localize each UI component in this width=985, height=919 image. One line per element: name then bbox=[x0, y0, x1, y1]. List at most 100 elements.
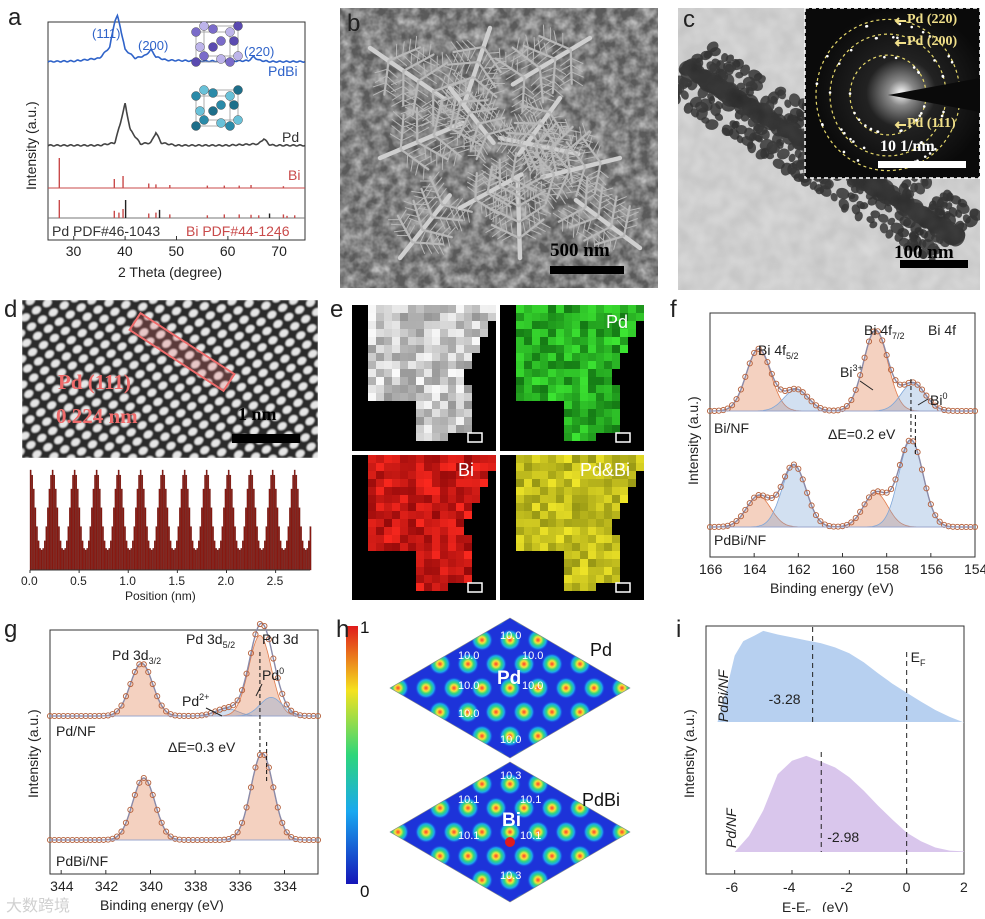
map-pixel bbox=[588, 455, 596, 463]
dendrite-branch bbox=[402, 41, 405, 56]
map-pixel bbox=[432, 393, 440, 401]
x-tick-label: 342 bbox=[95, 878, 119, 894]
dendrite-branch bbox=[515, 152, 526, 158]
x-axis-label: 2 Theta (degree) bbox=[118, 264, 222, 280]
elf-atom bbox=[443, 629, 465, 651]
map-pixel bbox=[376, 535, 384, 543]
map-pixel bbox=[604, 393, 612, 401]
map-pixel bbox=[524, 511, 532, 519]
elf-atom bbox=[499, 725, 521, 747]
dendrite-branch bbox=[437, 91, 470, 103]
dendrite-branch bbox=[415, 95, 427, 105]
map-pixel bbox=[540, 511, 548, 519]
diffraction-spot bbox=[950, 60, 954, 64]
dendrite-branch bbox=[480, 72, 487, 85]
diffraction-spot bbox=[940, 114, 944, 118]
map-pixel bbox=[432, 313, 440, 321]
elf-atom bbox=[443, 821, 465, 843]
dendrite-branch bbox=[494, 57, 526, 79]
map-pixel bbox=[456, 377, 464, 385]
elf-atom bbox=[457, 653, 479, 675]
map-pixel bbox=[588, 313, 596, 321]
map-pixel bbox=[628, 463, 636, 471]
map-pixel bbox=[464, 543, 472, 551]
dendrite-branch bbox=[525, 96, 529, 108]
dendrite-branch bbox=[485, 193, 497, 201]
map-pixel bbox=[416, 345, 424, 353]
diffraction-spot bbox=[876, 130, 880, 133]
data-point bbox=[905, 437, 912, 444]
map-pixel bbox=[580, 519, 588, 527]
map-pixel bbox=[572, 393, 580, 401]
dendrite-branch bbox=[579, 149, 586, 162]
dendrite-branch bbox=[452, 72, 461, 83]
map-pixel bbox=[400, 385, 408, 393]
map-pixel bbox=[456, 417, 464, 425]
map-pixel bbox=[464, 337, 472, 345]
map-pixel bbox=[548, 361, 556, 369]
map-pixel bbox=[440, 559, 448, 567]
map-pixel bbox=[376, 503, 384, 511]
dendrite-branch bbox=[585, 133, 598, 138]
map-pixel bbox=[604, 535, 612, 543]
diffraction-spot bbox=[918, 114, 922, 118]
diffraction-spot bbox=[826, 54, 829, 58]
elf-atom bbox=[653, 701, 660, 723]
dendrite-branch bbox=[498, 47, 501, 62]
map-pixel bbox=[432, 559, 440, 567]
dendrite-branch bbox=[522, 178, 533, 185]
dendrite-branch bbox=[422, 112, 434, 122]
profile-bar bbox=[84, 549, 87, 571]
dendrite-branch bbox=[391, 99, 404, 107]
dendrite-branch bbox=[466, 129, 478, 133]
dendrite-branch bbox=[467, 171, 478, 178]
map-pixel bbox=[556, 385, 564, 393]
dendrite-branch bbox=[564, 133, 577, 138]
elf-atom bbox=[390, 629, 409, 651]
map-pixel bbox=[524, 361, 532, 369]
profile-bar bbox=[143, 488, 145, 571]
map-pixel bbox=[440, 425, 448, 433]
data-point bbox=[874, 328, 881, 335]
data-point bbox=[861, 501, 868, 508]
data-point bbox=[243, 804, 250, 811]
map-pixel bbox=[448, 455, 456, 463]
map-pixel bbox=[588, 425, 596, 433]
dendrite-branch bbox=[416, 127, 430, 135]
data-point bbox=[768, 370, 775, 377]
map-pixel bbox=[464, 575, 472, 583]
map-pixel bbox=[440, 511, 448, 519]
map-pixel bbox=[448, 409, 456, 417]
dendrite-branch bbox=[606, 231, 618, 239]
data-point bbox=[892, 377, 899, 384]
dendrite-branch bbox=[509, 206, 513, 220]
data-point bbox=[857, 372, 864, 379]
data-point bbox=[848, 519, 855, 526]
map-pixel bbox=[448, 369, 456, 377]
map-pixel bbox=[580, 527, 588, 535]
dendrite-branch bbox=[522, 105, 535, 115]
map-pixel bbox=[432, 425, 440, 433]
map-pixel bbox=[620, 337, 628, 345]
dendrite-branch bbox=[425, 118, 437, 128]
diffraction-spot bbox=[910, 25, 914, 29]
profile-bar bbox=[199, 526, 202, 571]
profile-bar bbox=[275, 488, 277, 571]
dendrite-branch bbox=[558, 125, 570, 128]
data-point bbox=[777, 483, 784, 490]
map-pixel bbox=[532, 369, 540, 377]
dendrite-branch bbox=[571, 145, 584, 151]
dendrite-branch bbox=[374, 75, 388, 83]
map-pixel bbox=[628, 471, 636, 479]
map-pixel bbox=[440, 535, 448, 543]
profile-bar bbox=[295, 474, 298, 571]
map-pixel bbox=[384, 329, 392, 337]
dendrite-branch bbox=[481, 145, 488, 155]
map-pixel bbox=[472, 345, 480, 353]
profile-bar bbox=[166, 507, 169, 571]
dendrite-branch bbox=[511, 144, 519, 154]
dendrite-branch bbox=[465, 134, 476, 139]
map-pixel bbox=[448, 535, 456, 543]
map-pixel bbox=[564, 527, 572, 535]
map-pixel bbox=[532, 519, 540, 527]
